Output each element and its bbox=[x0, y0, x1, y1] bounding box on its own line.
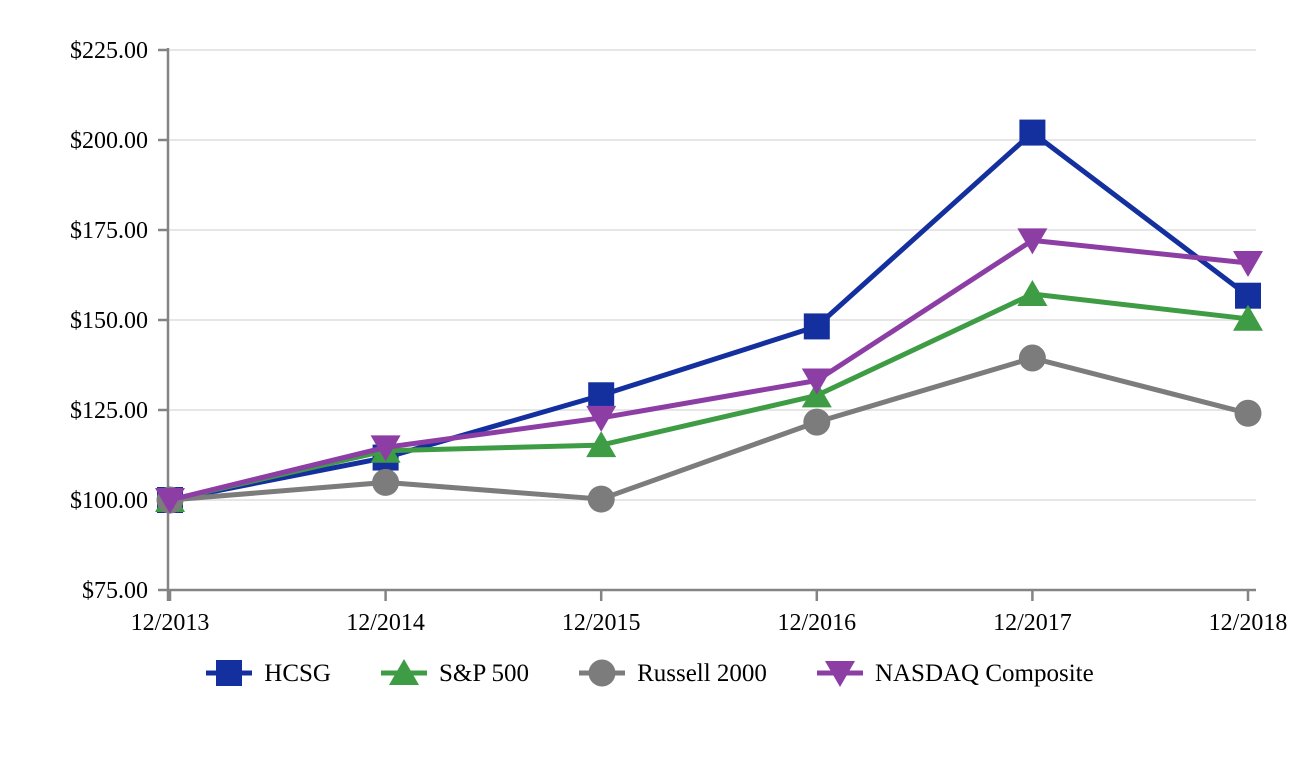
x-axis-label-12-2016: 12/2016 bbox=[777, 610, 856, 636]
russell-2000-marker-12-2015 bbox=[587, 485, 615, 513]
y-axis-label-200: $200.00 bbox=[70, 128, 148, 154]
y-axis-label-100: $100.00 bbox=[70, 488, 148, 514]
nasdaq-composite-marker-12-2013 bbox=[155, 488, 185, 514]
nasdaq-composite-marker-12-2014 bbox=[370, 435, 401, 462]
legend-item-nasdaq-composite: NASDAQ Composite bbox=[816, 656, 1094, 690]
s-p-500-marker-12-2015 bbox=[586, 431, 617, 458]
legend-label-russell-2000: Russell 2000 bbox=[637, 659, 767, 687]
s-p-500-marker-12-2018 bbox=[1233, 304, 1263, 331]
x-axis-label-12-2013: 12/2013 bbox=[131, 610, 210, 636]
nasdaq-composite-legend-marker bbox=[824, 661, 855, 687]
russell-2000-legend-marker-icon bbox=[579, 659, 626, 687]
legend-item-hcsg: HCSG bbox=[206, 656, 331, 690]
y-axis-label-75: $75.00 bbox=[82, 578, 148, 604]
y-axis-label-150: $150.00 bbox=[70, 308, 148, 334]
legend-label-s-p-500: S&P 500 bbox=[438, 659, 530, 687]
legend-item-russell-2000: Russell 2000 bbox=[579, 656, 767, 690]
chart-legend: HCSG S&P 500 Russell 2000 NASDAQ Composite bbox=[0, 656, 1300, 690]
russell-2000-line bbox=[167, 355, 1251, 503]
y-axis-label-225: $225.00 bbox=[70, 38, 148, 64]
hcsg-legend-marker-icon bbox=[206, 660, 253, 686]
x-axis-label-12-2017: 12/2017 bbox=[993, 610, 1072, 636]
s-p-500-line bbox=[167, 291, 1251, 503]
russell-2000-marker-12-2016 bbox=[803, 408, 831, 436]
x-axis-label-12-2014: 12/2014 bbox=[346, 610, 425, 636]
x-axis-label-12-2015: 12/2015 bbox=[562, 610, 641, 636]
legend-label-nasdaq-composite: NASDAQ Composite bbox=[874, 659, 1094, 687]
nasdaq-composite-line bbox=[167, 237, 1251, 503]
hcsg-marker-12-2017 bbox=[1019, 119, 1046, 146]
y-axis-label-175: $175.00 bbox=[70, 218, 148, 244]
nasdaq-composite-marker-12-2018 bbox=[1233, 250, 1263, 277]
russell-2000-marker-12-2018 bbox=[1234, 399, 1262, 427]
russell-2000-marker-12-2017 bbox=[1018, 344, 1046, 372]
nasdaq-composite-legend-marker-icon bbox=[816, 661, 863, 687]
x-axis-label-12-2018: 12/2018 bbox=[1209, 610, 1288, 636]
russell-2000-marker-12-2014 bbox=[372, 468, 400, 496]
nasdaq-composite-marker-12-2015 bbox=[586, 405, 617, 432]
nasdaq-composite-marker-12-2017 bbox=[1017, 228, 1048, 255]
s-p-500-marker-12-2017 bbox=[1017, 280, 1048, 307]
legend-label-hcsg: HCSG bbox=[264, 659, 331, 687]
hcsg-marker-12-2016 bbox=[803, 313, 830, 340]
hcsg-legend-marker bbox=[216, 660, 243, 686]
nasdaq-composite-marker-12-2016 bbox=[801, 368, 832, 395]
y-axis-label-125: $125.00 bbox=[70, 398, 148, 424]
plot-area: $75.00 $100.00 $125.00 $150.00 $175.00 $200.0… bbox=[70, 38, 1288, 636]
hcsg-line bbox=[167, 130, 1251, 503]
hcsg-marker-12-2015 bbox=[588, 382, 615, 409]
hcsg-marker-12-2018 bbox=[1235, 282, 1261, 309]
s-p-500-legend-marker bbox=[388, 659, 419, 685]
russell-2000-legend-marker bbox=[588, 659, 616, 687]
s-p-500-legend-marker-icon bbox=[380, 659, 427, 685]
legend-item-s-p-500: S&P 500 bbox=[380, 656, 530, 690]
